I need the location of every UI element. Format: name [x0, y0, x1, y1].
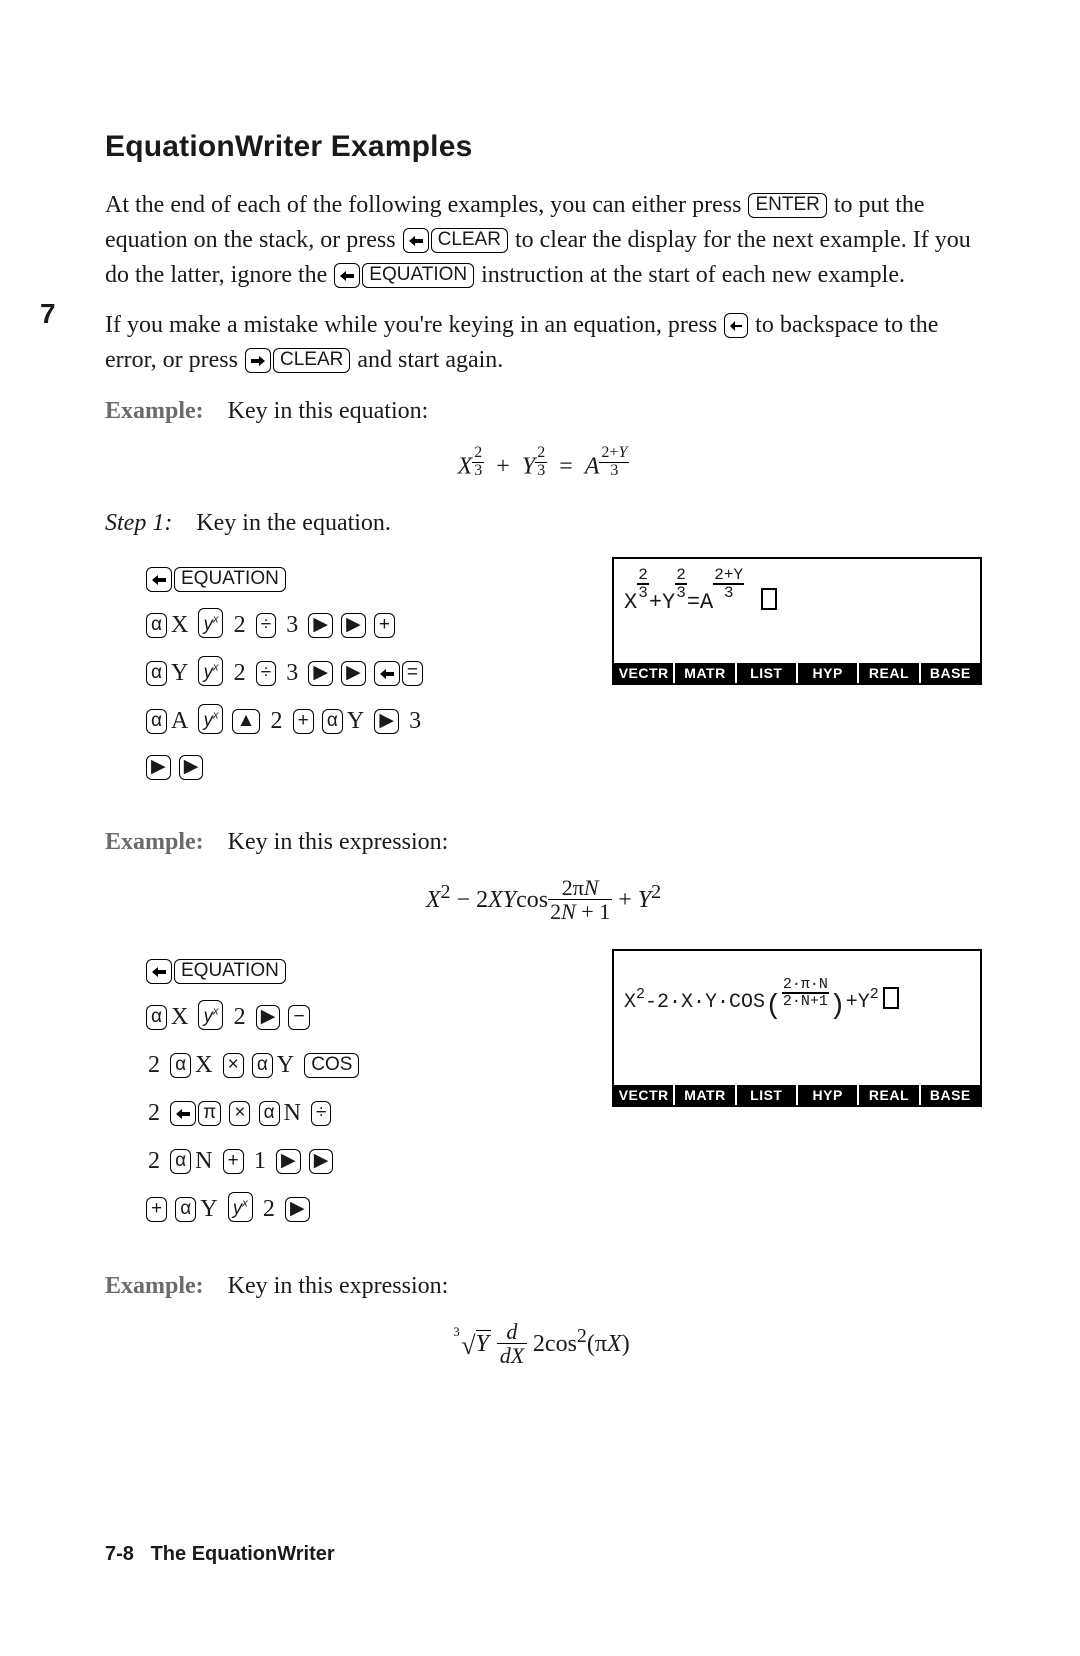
key-right: ▶ [285, 1197, 310, 1222]
key-plus: + [223, 1149, 244, 1174]
softkey-menu: VECTR MATR LIST HYP REAL BASE [614, 663, 980, 683]
text: At the end of each of the following exam… [105, 192, 747, 218]
example2-header: Example: Key in this expression: [105, 825, 982, 860]
key-leftshift [146, 959, 172, 984]
key-yx: yx [228, 1192, 253, 1222]
key-times: × [223, 1053, 244, 1078]
menu-vectr: VECTR [614, 663, 675, 683]
key-leftshift [403, 228, 429, 253]
key-leftshift [170, 1101, 196, 1126]
key-right: ▶ [374, 709, 399, 734]
key-div: ÷ [256, 613, 276, 638]
chapter-tab: 7 [40, 298, 56, 330]
key-right: ▶ [146, 755, 171, 780]
key-enter: ENTER [748, 193, 826, 218]
key-right: ▶ [341, 661, 366, 686]
footer-title: The EquationWriter [151, 1543, 335, 1565]
key-alpha: α [146, 661, 167, 686]
menu-base: BASE [921, 663, 980, 683]
key-alpha: α [322, 709, 343, 734]
menu-hyp: HYP [798, 1085, 859, 1105]
key-yx: yx [198, 608, 223, 638]
key-times: × [229, 1101, 250, 1126]
example-label: Example: [105, 829, 204, 855]
menu-matr: MATR [675, 1085, 736, 1105]
menu-vectr: VECTR [614, 1085, 675, 1105]
example-label: Example: [105, 1273, 204, 1299]
key-backspace [724, 313, 748, 338]
key-alpha: α [146, 613, 167, 638]
key-plus: + [146, 1197, 167, 1222]
key-minus: − [288, 1005, 309, 1030]
key-equation: EQUATION [174, 567, 286, 592]
equation-2: X2 − 2XYcos2πN2N + 1 + Y2 [105, 876, 982, 923]
key-clear: CLEAR [273, 348, 350, 373]
key-leftshift [374, 661, 400, 686]
calculator-screen-1: X23+Y23=A2+Y3 VECTR MATR LIST HYP REAL B… [612, 557, 982, 685]
softkey-menu: VECTR MATR LIST HYP REAL BASE [614, 1085, 980, 1105]
example1-header: Example: Key in this equation: [105, 394, 982, 429]
menu-matr: MATR [675, 663, 736, 683]
key-alpha: α [146, 709, 167, 734]
key-rightshift [245, 348, 271, 373]
key-yx: yx [198, 656, 223, 686]
example-label: Example: [105, 398, 204, 424]
key-yx: yx [198, 704, 223, 734]
step-label: Step 1: [105, 510, 172, 536]
key-alpha: α [170, 1053, 191, 1078]
menu-real: REAL [859, 1085, 920, 1105]
key-right: ▶ [308, 613, 333, 638]
equation-3: 3√Y d dX 2cos2(πX) [105, 1320, 982, 1367]
key-div: ÷ [311, 1101, 331, 1126]
key-alpha: α [170, 1149, 191, 1174]
text: Key in the equation. [196, 510, 391, 536]
text: and start again. [357, 347, 503, 373]
key-equation: EQUATION [174, 959, 286, 984]
menu-hyp: HYP [798, 663, 859, 683]
key-right: ▶ [276, 1149, 301, 1174]
key-alpha: α [146, 1005, 167, 1030]
key-right: ▶ [308, 661, 333, 686]
key-leftshift [146, 567, 172, 592]
key-plus: + [293, 709, 314, 734]
key-right: ▶ [341, 613, 366, 638]
example3-header: Example: Key in this expression: [105, 1269, 982, 1304]
key-clear: CLEAR [431, 228, 508, 253]
key-equation: EQUATION [362, 263, 474, 288]
key-alpha: α [259, 1101, 280, 1126]
menu-real: REAL [859, 663, 920, 683]
key-yx: yx [198, 1000, 223, 1030]
key-up: ▲ [232, 709, 261, 734]
menu-list: LIST [737, 1085, 798, 1105]
key-pi: π [198, 1101, 221, 1126]
page-footer: 7-8 The EquationWriter [105, 1543, 335, 1566]
key-cos: COS [304, 1053, 359, 1078]
key-right: ▶ [256, 1005, 281, 1030]
intro-paragraph-2: If you make a mistake while you're keyin… [105, 308, 982, 378]
key-plus: + [374, 613, 395, 638]
key-alpha: α [252, 1053, 273, 1078]
menu-base: BASE [921, 1085, 980, 1105]
text: If you make a mistake while you're keyin… [105, 312, 723, 338]
menu-list: LIST [737, 663, 798, 683]
calculator-screen-2: X2-2·X·Y·COS(2·π·N2·N+1)+Y2 VECTR MATR L… [612, 949, 982, 1107]
key-div: ÷ [256, 661, 276, 686]
keystroke-block-2: EQUATION αX yx 2 ▶ − 2 αX × αY COS 2 π ×… [145, 949, 582, 1233]
key-alpha: α [175, 1197, 196, 1222]
step1-label: Step 1: Key in the equation. [105, 506, 982, 541]
text: Key in this equation: [228, 398, 429, 424]
text: Key in this expression: [228, 1273, 449, 1299]
key-right: ▶ [179, 755, 204, 780]
text: instruction at the start of each new exa… [481, 262, 905, 288]
page-title: EquationWriter Examples [105, 130, 982, 164]
key-right: ▶ [309, 1149, 334, 1174]
key-eq: = [402, 661, 423, 686]
key-leftshift [334, 263, 360, 288]
text: Key in this expression: [228, 829, 449, 855]
intro-paragraph-1: At the end of each of the following exam… [105, 188, 982, 292]
equation-1: X23 + Y23 = A2+Y3 [105, 445, 982, 481]
page-number: 7-8 [105, 1543, 134, 1565]
keystroke-block-1: EQUATION αX yx 2 ÷ 3 ▶ ▶ + αY yx 2 ÷ 3 ▶… [145, 557, 582, 789]
